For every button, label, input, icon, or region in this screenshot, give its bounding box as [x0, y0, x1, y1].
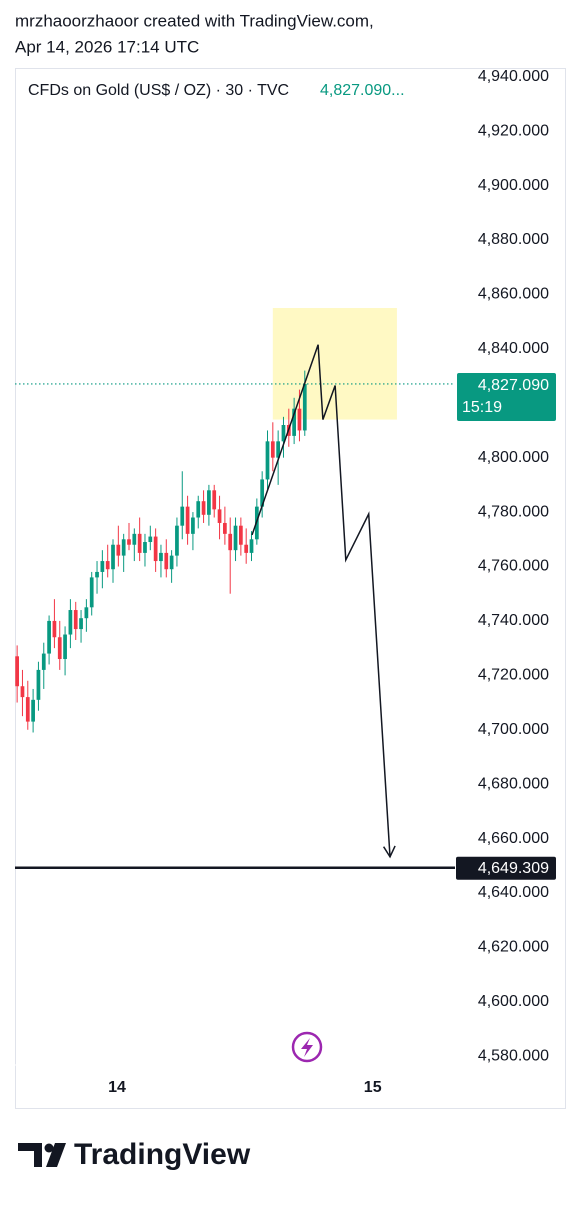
- candle-body: [260, 479, 265, 507]
- y-tick-label: 4,660.000: [478, 830, 549, 847]
- candle-body: [89, 577, 94, 608]
- last-price-box: [457, 372, 556, 421]
- candle-body: [292, 408, 296, 436]
- candle-body: [223, 522, 227, 534]
- y-tick-label: 4,920.000: [478, 122, 549, 139]
- y-tick-label: 4,600.000: [478, 993, 549, 1010]
- legend-value: 4,827.090...: [320, 82, 405, 99]
- candle-body: [207, 490, 211, 515]
- candle-body: [111, 544, 115, 570]
- candle-body: [73, 610, 78, 630]
- candle-body: [15, 656, 19, 687]
- hline-label: 4,649.309: [478, 860, 549, 877]
- candle-body: [68, 610, 73, 635]
- candle-body: [20, 686, 25, 698]
- hline-box: [456, 856, 556, 880]
- y-tick-label: 4,640.000: [478, 884, 549, 901]
- candle-body: [180, 506, 185, 526]
- lightning-icon: [291, 1031, 323, 1063]
- header-line: mrzhaoorzhaoor created with TradingView.…: [15, 11, 374, 30]
- y-tick-label: 4,800.000: [478, 449, 549, 466]
- candle-body: [95, 571, 99, 578]
- legend: CFDs on Gold (US$ / OZ) · 30 · TVC: [28, 82, 289, 99]
- y-tick-label: 4,860.000: [478, 286, 549, 303]
- candle-body: [175, 525, 179, 556]
- candle-body: [121, 539, 126, 556]
- candle-body: [185, 506, 190, 534]
- brand-logo: [18, 1143, 66, 1167]
- candle-body: [52, 620, 57, 638]
- y-tick-label: 4,720.000: [478, 667, 549, 684]
- candle-body: [25, 697, 30, 722]
- chart-frame: [15, 68, 566, 1109]
- candle-body: [132, 533, 137, 545]
- countdown-label: 15:19: [462, 399, 502, 416]
- candle-body: [249, 539, 254, 553]
- y-tick-label: 4,940.000: [478, 68, 549, 85]
- x-tick-label: 15: [364, 1079, 382, 1096]
- candle-body: [228, 533, 233, 551]
- candle-body: [127, 539, 131, 545]
- y-tick-label: 4,880.000: [478, 231, 549, 248]
- candle-body: [233, 525, 238, 551]
- y-tick-label: 4,700.000: [478, 721, 549, 738]
- candle-body: [137, 533, 142, 553]
- candle-body: [31, 699, 35, 722]
- x-tick-label: 14: [108, 1079, 126, 1096]
- highlight-box: [272, 307, 397, 420]
- y-tick-label: 4,740.000: [478, 612, 549, 629]
- candle-body: [238, 525, 243, 545]
- candle-body: [36, 669, 41, 700]
- header-line: Apr 14, 2026 17:14 UTC: [15, 37, 199, 56]
- candle-body: [217, 509, 222, 523]
- candle-body: [47, 620, 51, 654]
- y-tick-label: 4,760.000: [478, 558, 549, 575]
- plot: [15, 307, 455, 869]
- candle-body: [201, 501, 206, 515]
- y-tick-label: 4,780.000: [478, 503, 549, 520]
- candle-body: [265, 441, 270, 480]
- y-tick-label: 4,580.000: [478, 1048, 549, 1065]
- candle-body: [41, 653, 46, 670]
- arrow-head: [382, 845, 396, 859]
- candle-body: [244, 544, 249, 553]
- candle-body: [153, 536, 158, 562]
- candle-body: [57, 637, 62, 660]
- candle-body: [84, 607, 89, 619]
- candle-body: [143, 542, 147, 553]
- candle-body: [148, 536, 153, 543]
- candle-body: [169, 555, 174, 570]
- last-price-label: 4,827.090: [478, 377, 549, 394]
- candle-body: [212, 490, 217, 510]
- y-tick-label: 4,900.000: [478, 177, 549, 194]
- candle-body: [276, 441, 281, 458]
- candle-body: [105, 561, 110, 570]
- candle-body: [270, 441, 275, 458]
- candle-body: [116, 544, 121, 556]
- candle-body: [159, 552, 163, 562]
- candle-body: [63, 634, 67, 660]
- candle-body: [100, 561, 105, 572]
- candle-body: [302, 383, 307, 431]
- y-tick-label: 4,680.000: [478, 775, 549, 792]
- projection-line: [251, 344, 391, 857]
- candle-body: [281, 425, 286, 442]
- candle-body: [164, 552, 169, 570]
- candle-body: [196, 501, 201, 518]
- y-tick-label: 4,620.000: [478, 939, 549, 956]
- candle-body: [79, 618, 83, 630]
- brand-name: TradingView: [74, 1138, 251, 1171]
- y-tick-label: 4,840.000: [478, 340, 549, 357]
- candle-body: [191, 517, 195, 534]
- candle-body: [297, 408, 302, 431]
